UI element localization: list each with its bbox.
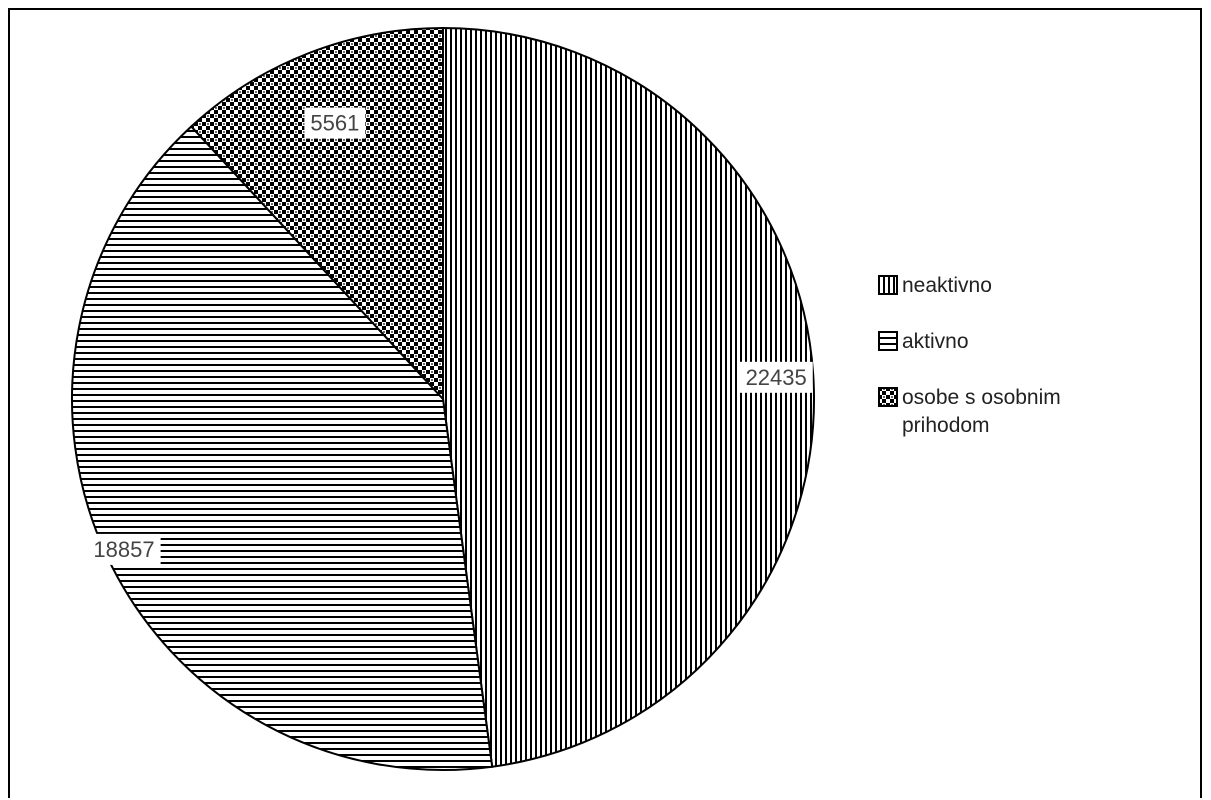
legend-swatch bbox=[878, 275, 898, 295]
legend-label: aktivno bbox=[902, 330, 969, 353]
pie-chart: 22435 18857 5561 bbox=[71, 26, 815, 771]
pie-slices bbox=[71, 26, 815, 771]
legend-swatch bbox=[878, 387, 898, 407]
data-label-neaktivno: 22435 bbox=[739, 361, 813, 393]
legend-label: neaktivno bbox=[902, 274, 992, 297]
legend-label: osobe s osobnim prihodom bbox=[902, 386, 1061, 437]
legend-item-neaktivno: neaktivno bbox=[878, 272, 1138, 300]
legend-item-osobe-s-osobnim-prihodom: osobe s osobnim prihodom bbox=[878, 384, 1138, 440]
legend-item-aktivno: aktivno bbox=[878, 328, 1138, 356]
svg-text:22435: 22435 bbox=[746, 365, 807, 390]
svg-text:18857: 18857 bbox=[93, 537, 154, 562]
legend-swatch bbox=[878, 331, 898, 351]
chart-area: 22435 18857 5561 neaktivno aktivno osobe s o… bbox=[8, 8, 1202, 798]
pie-slice-osobe-s-osobnim-prihodom bbox=[189, 26, 444, 402]
data-label-aktivno: 18857 bbox=[87, 533, 161, 565]
svg-text:5561: 5561 bbox=[310, 111, 359, 136]
pie-slice-neaktivno bbox=[442, 26, 815, 768]
legend: neaktivno aktivno osobe s osobnim prihodom bbox=[878, 272, 1138, 468]
data-label-osobe-s-osobnim-prihodom: 5561 bbox=[304, 107, 366, 139]
pie-data-labels: 22435 18857 5561 bbox=[87, 107, 813, 565]
